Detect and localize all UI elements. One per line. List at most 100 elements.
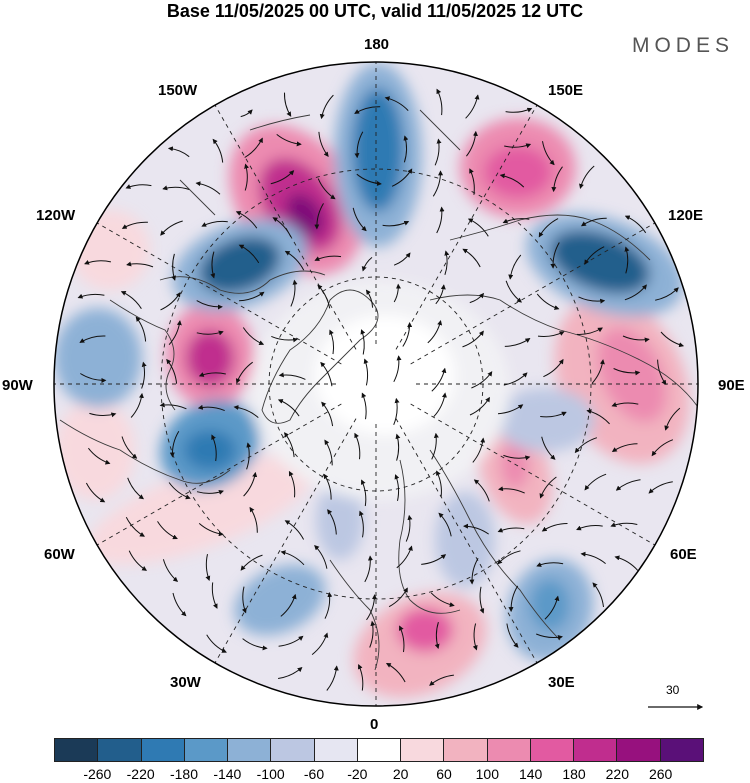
colorbar-swatch — [55, 739, 99, 761]
wind-vectors — [77, 88, 685, 691]
wind-arrow — [246, 442, 252, 470]
colorbar-tick-label: 220 — [605, 766, 630, 782]
wind-arrow — [201, 220, 228, 227]
wind-arrow — [472, 437, 486, 463]
wind-arrow — [211, 434, 217, 462]
map-border — [53, 61, 699, 707]
wind-arrow — [508, 254, 522, 280]
wind-arrow — [125, 516, 145, 537]
wind-arrow — [536, 562, 564, 567]
wind-arrow — [610, 522, 638, 528]
wind-arrow — [79, 335, 106, 343]
wind-arrow — [364, 555, 373, 583]
wind-arrow — [550, 242, 560, 269]
wind-arrow — [121, 436, 138, 459]
wind-arrow — [280, 593, 297, 617]
colorbar-tick-label: -260 — [83, 766, 112, 782]
wind-arrow — [276, 134, 302, 147]
wind-arrow — [358, 663, 364, 691]
wind-arrow — [130, 392, 144, 418]
wind-arrow — [429, 674, 454, 686]
wind-arrow — [660, 331, 685, 348]
wind-arrow — [172, 592, 187, 617]
wind-arrow — [278, 635, 304, 647]
wind-arrow — [239, 291, 265, 302]
wind-arrow — [580, 551, 606, 564]
wind-arrow — [242, 327, 265, 346]
colorbar-tick-label: 140 — [518, 766, 543, 782]
wind-arrow — [196, 300, 223, 310]
wind-arrow — [467, 218, 489, 237]
wind-arrow — [538, 218, 559, 238]
wind-arrow — [543, 358, 564, 378]
wind-arrow — [162, 185, 190, 191]
wind-arrow — [360, 329, 366, 355]
colorbar-tick-label: 260 — [648, 766, 673, 782]
wind-arrow — [506, 623, 519, 648]
wind-arrow — [326, 665, 339, 691]
wind-arrow — [235, 361, 253, 384]
colorbar-swatch — [660, 739, 703, 761]
wind-arrow — [135, 316, 147, 342]
lon-label-90w: 90W — [2, 377, 33, 394]
wind-arrow — [166, 358, 178, 384]
wind-arrow — [359, 510, 364, 538]
wind-arrow — [249, 506, 258, 533]
colorbar-tick-label: -220 — [126, 766, 155, 782]
wind-arrow — [197, 404, 225, 412]
wind-arrow — [436, 206, 445, 234]
wind-arrow — [430, 592, 455, 608]
meridian-line — [395, 104, 538, 350]
wind-arrow — [120, 291, 142, 309]
colorbar-tick-label: 60 — [436, 766, 452, 782]
modes-logo: MODES — [631, 34, 734, 57]
wind-arrow — [160, 220, 183, 236]
wind-arrow — [85, 482, 106, 503]
wind-arrow — [317, 284, 331, 309]
wind-arrow — [171, 253, 176, 281]
colorbar — [54, 738, 704, 762]
wind-arrow — [243, 471, 258, 497]
wind-arrow — [624, 246, 630, 274]
wind-arrow — [162, 559, 179, 582]
wind-arrow — [168, 482, 191, 500]
wind-arrow — [240, 109, 253, 118]
meridian-line — [214, 418, 357, 664]
wind-arrow — [319, 94, 334, 120]
wind-arrow — [244, 137, 263, 158]
wind-arrow — [614, 555, 639, 571]
wind-arrow — [551, 166, 563, 193]
wind-arrow — [314, 544, 328, 569]
wind-arrow — [240, 554, 263, 571]
wind-arrow — [80, 373, 107, 383]
wind-arrow — [391, 168, 413, 187]
meridian-line — [395, 418, 538, 664]
lon-label-30w: 30W — [170, 674, 201, 691]
wind-arrow — [542, 141, 555, 166]
wind-arrow — [244, 163, 250, 191]
wind-arrow — [320, 361, 333, 387]
wind-arrow — [421, 554, 447, 565]
wind-arrow — [664, 407, 681, 431]
wind-arrow — [503, 454, 531, 461]
wind-arrow — [393, 283, 401, 303]
wind-arrow — [205, 553, 211, 582]
wind-arrow — [233, 405, 259, 418]
lon-label-120w: 120W — [36, 207, 76, 224]
wind-arrow — [121, 221, 148, 229]
wind-arrow — [280, 550, 305, 566]
wind-arrow — [403, 135, 409, 163]
colorbar-tick-label: -140 — [213, 766, 242, 782]
meridian-line — [96, 222, 342, 365]
wind-arrow — [317, 178, 336, 200]
wind-arrow — [622, 335, 650, 343]
wind-arrow — [463, 523, 489, 535]
wind-arrow — [576, 327, 603, 335]
meridian-line — [214, 104, 357, 350]
wind-arrow — [195, 181, 221, 195]
map-title: Base 11/05/2025 00 UTC, valid 11/05/2025… — [166, 1, 584, 21]
wind-arrow — [211, 582, 218, 609]
wind-arrow — [611, 443, 638, 453]
wind-arrow — [479, 586, 485, 614]
